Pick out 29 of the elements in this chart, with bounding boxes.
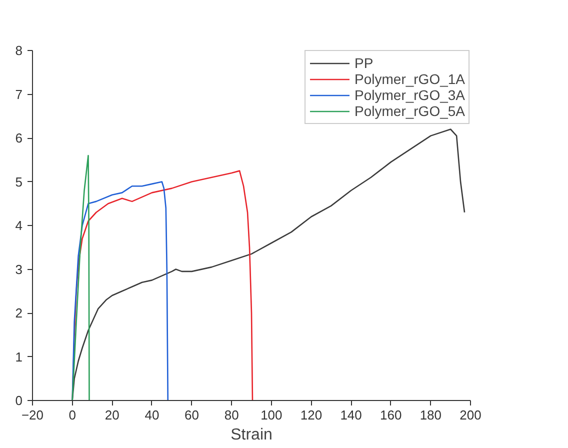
- x-tick-label: 200: [460, 408, 482, 422]
- x-tick-label: 20: [104, 408, 120, 422]
- x-tick-label: 40: [144, 408, 160, 422]
- legend-label: Polymer_rGO_1A: [354, 71, 465, 87]
- x-tick-label: −20: [21, 408, 44, 422]
- x-tick-label: 100: [260, 408, 282, 422]
- y-tick-label: 0: [15, 393, 23, 408]
- y-tick-label: 8: [15, 43, 23, 58]
- x-tick-label: 160: [380, 408, 402, 422]
- line-series: [72, 181, 169, 400]
- x-tick-label: 140: [340, 408, 362, 422]
- y-tick-label: 5: [15, 174, 23, 190]
- y-tick-label: 7: [15, 86, 23, 102]
- y-tick-label: 3: [15, 262, 23, 277]
- x-tick-label: 0: [68, 408, 76, 422]
- x-tick-label: 60: [184, 408, 200, 422]
- y-tick-label: 4: [15, 218, 23, 233]
- x-tick-label: 180: [420, 408, 442, 422]
- y-tick-label: 2: [15, 306, 23, 320]
- legend-label: Polymer_rGO_5A: [354, 103, 465, 119]
- y-tick-label: 6: [15, 130, 23, 146]
- x-tick-label: 80: [224, 408, 239, 422]
- line-series: [72, 128, 466, 400]
- legend-label: Polymer_rGO_3A: [354, 87, 465, 103]
- x-tick-label: 120: [300, 408, 322, 422]
- y-tick-label: 1: [15, 349, 23, 364]
- legend-label: PP: [354, 55, 374, 71]
- line-series: [72, 154, 90, 400]
- x-axis-title: Strain: [230, 426, 272, 444]
